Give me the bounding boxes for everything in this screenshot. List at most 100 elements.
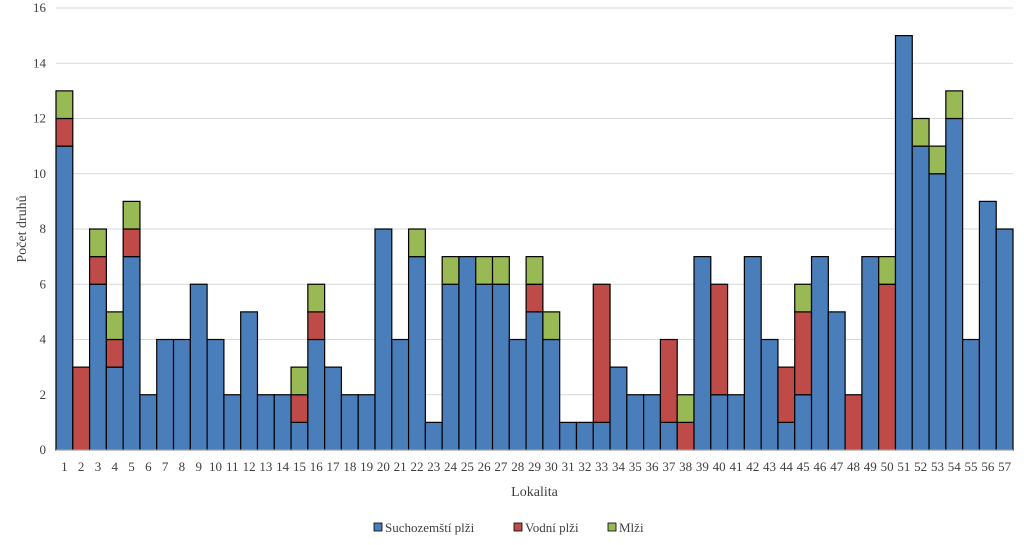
bar-segment (156, 338, 175, 451)
bar-segment (676, 394, 695, 423)
bar-segment (777, 421, 796, 451)
y-tick-label: 0 (40, 442, 47, 457)
bars (55, 35, 1014, 451)
bar-segment (88, 256, 107, 285)
bar-segment (794, 311, 813, 396)
x-tick-label: 53 (931, 459, 944, 474)
bar-segment (676, 421, 695, 451)
bar-segment (810, 256, 829, 451)
x-tick-label: 21 (394, 459, 407, 474)
x-tick-label: 1 (61, 459, 68, 474)
bar-segment (710, 394, 729, 451)
x-tick-label: 27 (494, 459, 508, 474)
bar-segment (55, 90, 74, 120)
x-tick-label: 47 (830, 459, 844, 474)
x-tick-label: 46 (813, 459, 827, 474)
x-tick-label: 18 (343, 459, 356, 474)
bar-segment (240, 311, 259, 451)
legend-swatch (607, 522, 617, 532)
x-tick-label: 45 (797, 459, 810, 474)
x-tick-label: 43 (763, 459, 776, 474)
bar-segment (643, 394, 662, 451)
x-tick-label: 13 (259, 459, 272, 474)
x-axis-title: Lokalita (511, 485, 558, 500)
x-tick-label: 2 (78, 459, 85, 474)
x-tick-label: 6 (145, 459, 152, 474)
bar-segment (525, 311, 544, 451)
bar-segment (592, 283, 611, 423)
bar-segment (978, 200, 997, 451)
bar-segment (122, 200, 141, 230)
x-tick-label: 4 (112, 459, 119, 474)
bar-segment (458, 256, 477, 451)
bar-segment (475, 256, 494, 285)
y-tick-label: 10 (33, 166, 46, 181)
bar-segment (878, 256, 897, 285)
x-tick-label: 15 (293, 459, 306, 474)
x-tick-label: 23 (427, 459, 440, 474)
bar-segment (290, 421, 309, 451)
bar-segment (105, 338, 124, 368)
x-tick-label: 32 (578, 459, 591, 474)
x-tick-label: 33 (595, 459, 608, 474)
y-tick-label: 14 (33, 55, 47, 70)
bar-segment (139, 394, 158, 451)
bar-segment (911, 117, 930, 147)
x-tick-label: 14 (276, 459, 290, 474)
legend-label: Vodní plži (525, 520, 579, 535)
x-tick-label: 7 (162, 459, 169, 474)
bar-segment (844, 394, 863, 451)
bar-segment (407, 256, 426, 451)
y-tick-label: 2 (40, 387, 47, 402)
bar-segment (206, 338, 225, 451)
bar-segment (777, 366, 796, 423)
x-tick-label: 40 (713, 459, 726, 474)
y-tick-label: 12 (33, 111, 46, 126)
bar-segment (928, 173, 947, 451)
x-tick-label: 57 (998, 459, 1012, 474)
legend-swatch (513, 522, 523, 532)
bar-segment (592, 421, 611, 451)
bar-segment (878, 283, 897, 451)
x-tick-label: 25 (461, 459, 474, 474)
x-tick-label: 56 (981, 459, 995, 474)
x-tick-label: 22 (410, 459, 423, 474)
x-tick-label: 24 (444, 459, 458, 474)
bar-segment (726, 394, 745, 451)
x-tick-label: 20 (377, 459, 390, 474)
bar-segment (273, 394, 292, 451)
bar-segment (743, 256, 762, 451)
bar-segment (88, 228, 107, 258)
bar-segment (307, 338, 326, 451)
x-tick-label: 39 (696, 459, 709, 474)
bar-segment (911, 145, 930, 451)
x-tick-label: 17 (327, 459, 341, 474)
bar-segment (189, 283, 208, 451)
bar-segment (55, 117, 74, 147)
bar-segment (122, 256, 141, 451)
bar-segment (475, 283, 494, 451)
bar-segment (861, 256, 880, 451)
bar-segment (659, 338, 678, 423)
bar-segment (542, 311, 561, 341)
legend-label: Suchozemští plži (385, 520, 475, 535)
bar-segment (794, 283, 813, 313)
bar-segment (105, 366, 124, 451)
bar-segment (172, 338, 191, 451)
bar-segment (928, 145, 947, 175)
bar-segment (609, 366, 628, 451)
bar-segment (491, 256, 510, 285)
bar-segment (525, 256, 544, 285)
bar-segment (391, 338, 410, 451)
bar-segment (290, 394, 309, 423)
x-tick-label: 38 (679, 459, 692, 474)
bar-segment (374, 228, 393, 451)
bar-segment (441, 283, 460, 451)
bar-segment (575, 421, 594, 451)
bar-segment (105, 311, 124, 341)
bar-segment (88, 283, 107, 451)
bar-segment (945, 117, 964, 451)
bar-segment (72, 366, 91, 451)
bar-segment (659, 421, 678, 451)
y-axis-title: Počet druhů (15, 195, 30, 262)
